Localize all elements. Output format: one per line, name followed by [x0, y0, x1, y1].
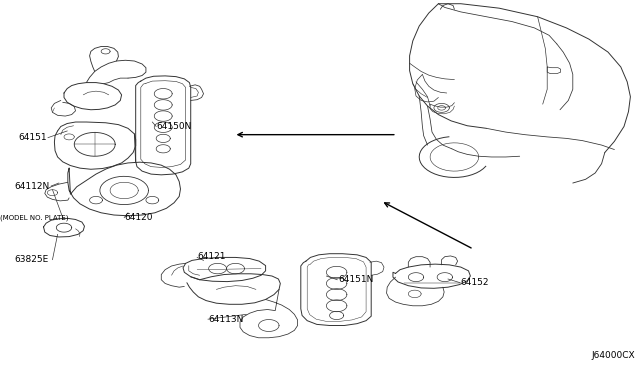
Text: 64113N: 64113N [208, 315, 243, 324]
Text: 64152: 64152 [461, 278, 490, 287]
Text: 64121: 64121 [197, 252, 226, 261]
Text: 64151: 64151 [18, 133, 47, 142]
Text: J64000CX: J64000CX [591, 351, 635, 360]
Text: 64150N: 64150N [157, 122, 192, 131]
Text: 64120: 64120 [125, 213, 154, 222]
Text: 64151N: 64151N [338, 275, 373, 284]
Text: 64112N: 64112N [14, 182, 49, 190]
Text: 63825E: 63825E [14, 255, 49, 264]
Text: (MODEL NO. PLATE): (MODEL NO. PLATE) [0, 214, 68, 221]
